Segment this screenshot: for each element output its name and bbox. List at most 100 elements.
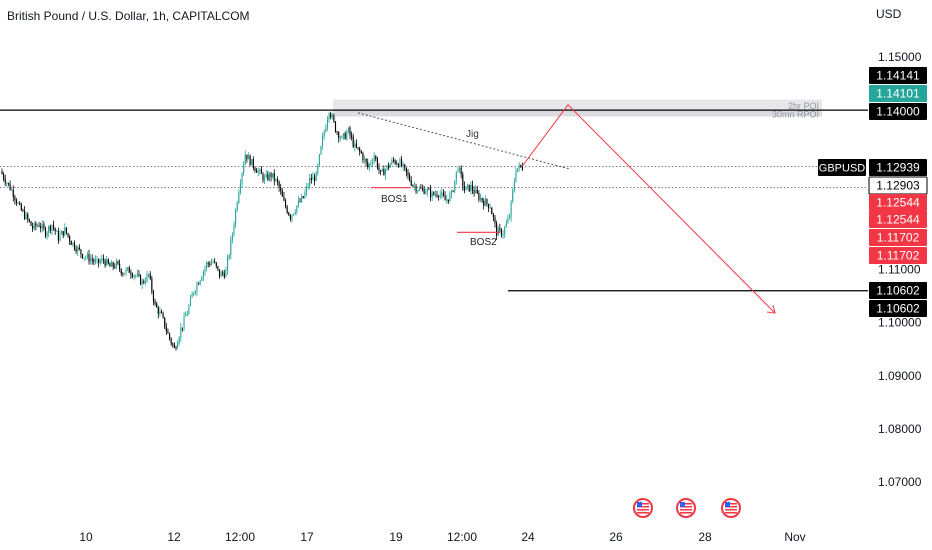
candle-body bbox=[191, 294, 193, 298]
candle-body bbox=[479, 197, 482, 200]
candle-body bbox=[504, 227, 506, 235]
candle-body bbox=[159, 311, 161, 314]
candle-body bbox=[23, 210, 26, 219]
candle-body bbox=[222, 272, 224, 274]
candle-body bbox=[56, 230, 58, 232]
us-flag-icon bbox=[721, 498, 741, 518]
candle-body bbox=[93, 260, 95, 262]
candle-body bbox=[473, 190, 475, 194]
candle-body bbox=[188, 305, 190, 314]
candle-body bbox=[262, 173, 264, 181]
candle-body bbox=[483, 201, 485, 206]
y-tick-label: 1.15000 bbox=[878, 50, 922, 64]
candle-body bbox=[508, 217, 511, 219]
candle-body bbox=[46, 232, 48, 237]
candle-body bbox=[276, 179, 279, 182]
candle-body bbox=[396, 163, 398, 165]
candle-body bbox=[278, 181, 280, 188]
price-tag-value: 1.11702 bbox=[877, 249, 920, 263]
symbol-tag-label: GBPUSD bbox=[819, 163, 866, 175]
candle-body bbox=[69, 236, 71, 242]
candle-body bbox=[168, 333, 171, 339]
candle-body bbox=[119, 263, 121, 270]
candle-body bbox=[476, 189, 478, 194]
candle-body bbox=[17, 203, 19, 204]
candle-body bbox=[196, 283, 198, 292]
candle-body bbox=[19, 203, 21, 205]
candle-body bbox=[189, 297, 192, 306]
candle-body bbox=[6, 183, 8, 184]
candle-body bbox=[267, 174, 269, 180]
candle-body bbox=[272, 173, 274, 178]
candle-body bbox=[346, 132, 348, 140]
chart-title: British Pound / U.S. Dollar, 1h, CAPITAL… bbox=[7, 9, 250, 23]
candle-body bbox=[98, 258, 100, 263]
candle-body bbox=[230, 239, 232, 256]
candle-body bbox=[15, 200, 18, 204]
candle-body bbox=[468, 184, 470, 192]
price-tag-value: 1.14141 bbox=[876, 69, 920, 83]
candle-body bbox=[114, 266, 116, 268]
projection-path bbox=[521, 104, 776, 314]
candle-body bbox=[449, 194, 451, 202]
candle-body bbox=[418, 188, 420, 191]
candle-body bbox=[297, 200, 300, 206]
candle-body bbox=[1, 171, 3, 175]
candle-body bbox=[72, 242, 74, 245]
candle-body bbox=[109, 263, 111, 267]
candle-body bbox=[233, 224, 235, 235]
symbol-tag bbox=[818, 159, 866, 176]
candle-body bbox=[513, 181, 515, 191]
candle-body bbox=[370, 163, 372, 164]
price-tag-value: 1.12544 bbox=[876, 196, 920, 210]
candle-body bbox=[186, 313, 188, 316]
x-tick-label: 12 bbox=[167, 530, 181, 544]
candle-body bbox=[436, 194, 438, 197]
candle-body bbox=[193, 292, 195, 295]
price-tag bbox=[869, 194, 927, 211]
price-tag bbox=[869, 85, 927, 102]
candle-body bbox=[352, 137, 354, 147]
candle-body bbox=[284, 200, 287, 207]
candle-body bbox=[33, 223, 35, 229]
candle-body bbox=[302, 196, 304, 198]
candle-body bbox=[257, 170, 259, 173]
candle-body bbox=[57, 230, 59, 241]
candle-body bbox=[512, 190, 514, 201]
candle-body bbox=[520, 164, 522, 167]
candle-body bbox=[139, 275, 142, 285]
candle-body bbox=[75, 248, 77, 252]
candle-body bbox=[470, 184, 472, 192]
candle-body bbox=[322, 136, 324, 147]
candle-body bbox=[85, 257, 87, 259]
candle-body bbox=[35, 223, 37, 227]
candle-body bbox=[442, 192, 445, 196]
candle-body bbox=[463, 185, 465, 191]
candle-body bbox=[49, 226, 51, 231]
candle-body bbox=[475, 189, 477, 194]
candle-body bbox=[492, 214, 494, 218]
candle-body bbox=[62, 231, 64, 236]
candle-body bbox=[359, 148, 361, 152]
candle-body bbox=[320, 146, 322, 155]
candle-body bbox=[433, 192, 435, 195]
candle-body bbox=[487, 203, 490, 209]
bos2-label: BOS2 bbox=[470, 237, 497, 248]
candle-body bbox=[117, 261, 119, 264]
candle-body bbox=[96, 258, 98, 260]
candle-body bbox=[260, 169, 262, 174]
candle-body bbox=[173, 344, 175, 348]
candle-body bbox=[296, 205, 298, 212]
poi-zone bbox=[333, 99, 822, 111]
price-tag-value: 1.10602 bbox=[876, 284, 920, 298]
candle-body bbox=[315, 172, 317, 181]
candle-body bbox=[380, 170, 382, 172]
candle-body bbox=[241, 173, 243, 184]
candle-body bbox=[447, 199, 449, 202]
candle-body bbox=[144, 281, 146, 283]
candle-body bbox=[481, 197, 483, 202]
candle-body bbox=[301, 196, 303, 202]
candle-body bbox=[178, 337, 180, 344]
candle-body bbox=[378, 167, 380, 171]
